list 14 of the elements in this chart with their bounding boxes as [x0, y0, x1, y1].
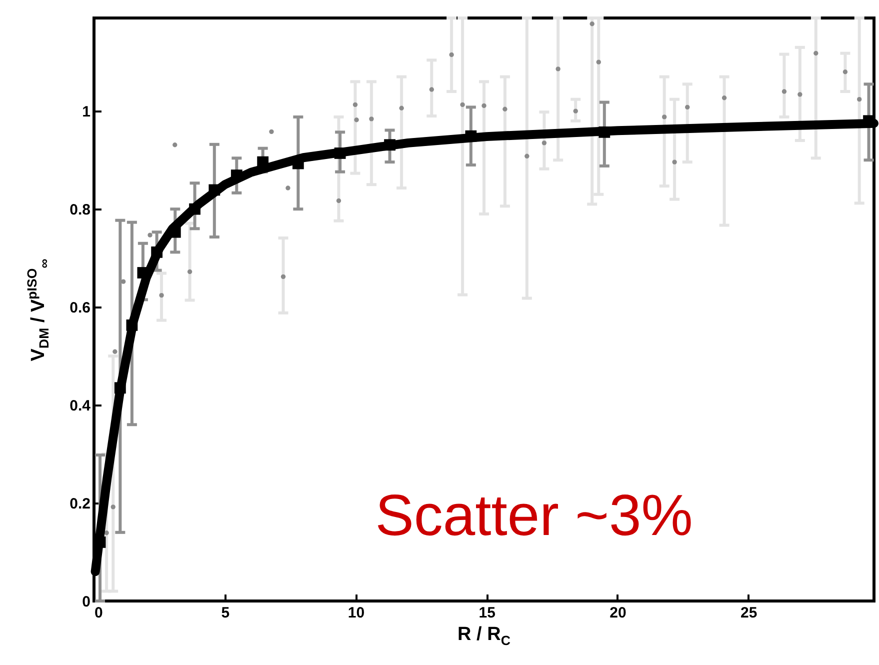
y-tick-label: 0.4	[70, 398, 92, 415]
y-tick-label: 1	[82, 104, 90, 121]
y-tick-label: 0.2	[70, 496, 90, 513]
y-tick-label: 0.6	[70, 300, 90, 317]
x-tick-label: 15	[478, 604, 496, 622]
x-axis-title: R / R$_{C}$	[456, 624, 512, 648]
y-tick-label: 0	[82, 594, 90, 610]
annotation: Scatter ~3%	[375, 483, 693, 548]
x-tick-label: 5	[221, 604, 230, 622]
x-tick-label: 0	[94, 604, 103, 622]
y-tick-label: 0.8	[70, 202, 90, 219]
x-tick-label: 25	[740, 604, 758, 622]
x-tick-label: 10	[348, 604, 365, 622]
x-tick-label: 20	[610, 604, 626, 622]
